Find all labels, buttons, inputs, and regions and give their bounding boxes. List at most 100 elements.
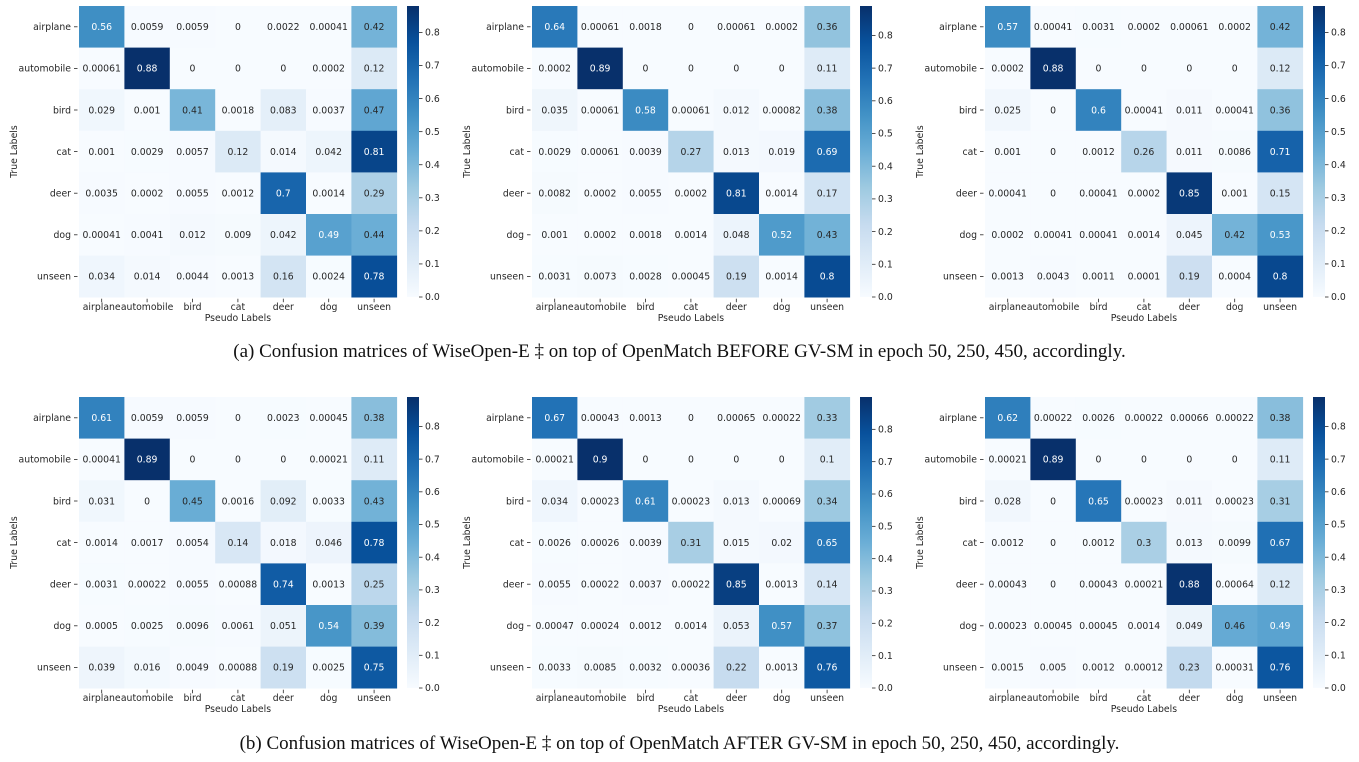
heatmap-cell bbox=[169, 255, 216, 298]
cell-value-label: 0.49 bbox=[318, 230, 339, 241]
cell-value-label: 0.11 bbox=[364, 455, 385, 466]
cell-value-label: 0.0004 bbox=[1218, 272, 1251, 283]
heatmap-cell bbox=[804, 255, 851, 298]
heatmap-cell bbox=[622, 172, 669, 215]
heatmap-cell bbox=[713, 646, 760, 689]
cell-value-label: 0.00064 bbox=[1215, 580, 1254, 591]
heatmap-cell bbox=[1166, 130, 1213, 173]
heatmap-cell bbox=[1212, 172, 1258, 215]
cell-value-label: 0.0014 bbox=[1128, 230, 1161, 241]
cell-value-label: 0.00041 bbox=[82, 455, 121, 466]
cell-value-label: 0.0025 bbox=[131, 621, 164, 632]
x-tick-label: airplane bbox=[536, 693, 574, 704]
cell-value-label: 0.00082 bbox=[762, 105, 800, 116]
x-tick-label: dog bbox=[320, 302, 338, 313]
heatmap-cell bbox=[351, 397, 398, 439]
cell-value-label: 0.00061 bbox=[581, 147, 620, 158]
heatmap-cell bbox=[577, 397, 624, 439]
cell-value-label: 0.64 bbox=[544, 22, 565, 33]
cell-value-label: 0 bbox=[688, 455, 694, 466]
cell-value-label: 0.00026 bbox=[581, 538, 620, 549]
heatmap-cell bbox=[622, 646, 669, 689]
cell-value-label: 0.00022 bbox=[1125, 413, 1163, 424]
x-tick-label: unseen bbox=[810, 302, 844, 313]
cell-value-label: 0.0002 bbox=[584, 230, 617, 241]
heatmap-cell bbox=[985, 6, 1031, 48]
heatmap-cell bbox=[759, 6, 805, 48]
x-tick-label: airplane bbox=[536, 302, 574, 313]
cell-value-label: 0.012 bbox=[179, 230, 206, 241]
colorbar-tick-label: 0.0 bbox=[425, 292, 440, 303]
x-tick-label: automobile bbox=[1027, 302, 1080, 313]
colorbar-tick-label: 0.7 bbox=[878, 63, 893, 74]
heatmap-cell bbox=[1030, 605, 1077, 647]
x-tick-label: cat bbox=[1137, 302, 1152, 313]
heatmap-cell bbox=[759, 397, 805, 439]
heatmap-cell bbox=[713, 605, 760, 647]
colorbar-tick-label: 0.5 bbox=[1331, 520, 1346, 531]
y-tick-label: dog bbox=[960, 621, 978, 632]
heatmap-cell bbox=[713, 563, 760, 606]
cell-value-label: 0.38 bbox=[1270, 413, 1291, 424]
cell-value-label: 0.00066 bbox=[1170, 413, 1209, 424]
cell-value-label: 0.8 bbox=[1273, 272, 1288, 283]
cell-value-label: 0.56 bbox=[91, 22, 112, 33]
heatmap-cell bbox=[306, 646, 352, 689]
cell-value-label: 0.0018 bbox=[629, 22, 662, 33]
y-tick-label: automobile bbox=[925, 455, 978, 466]
heatmap-cell bbox=[985, 255, 1031, 298]
cell-value-label: 0.00088 bbox=[219, 580, 258, 591]
heatmap-cell bbox=[260, 521, 307, 564]
x-tick-label: unseen bbox=[1263, 302, 1297, 313]
cell-value-label: 0.0014 bbox=[675, 230, 708, 241]
heatmap-cell bbox=[1257, 397, 1304, 439]
cell-value-label: 0.00021 bbox=[535, 455, 574, 466]
cell-value-label: 0.27 bbox=[681, 147, 702, 158]
colorbar-tick-label: 0.4 bbox=[425, 552, 440, 563]
cell-value-label: 0.6 bbox=[1091, 105, 1106, 116]
heatmap-cell bbox=[622, 47, 669, 90]
cell-value-label: 0.00024 bbox=[581, 621, 620, 632]
heatmap-cell bbox=[713, 397, 760, 439]
cell-value-label: 0.0002 bbox=[584, 189, 617, 200]
caption-a: (a) Confusion matrices of WiseOpen-E ‡ o… bbox=[233, 341, 1126, 362]
heatmap-cell bbox=[1257, 563, 1304, 606]
cell-value-label: 0.0059 bbox=[131, 413, 164, 424]
y-tick-label: unseen bbox=[490, 272, 524, 283]
cell-value-label: 0.89 bbox=[137, 455, 158, 466]
heatmap-cell bbox=[759, 47, 805, 90]
cell-value-label: 0.00041 bbox=[309, 22, 348, 33]
heatmap-cell bbox=[668, 646, 714, 689]
heatmap-cell bbox=[532, 47, 578, 90]
heatmap-cell bbox=[1075, 214, 1122, 256]
heatmap-cell bbox=[804, 397, 851, 439]
heatmap-cell bbox=[1212, 480, 1258, 523]
cell-value-label: 0.0012 bbox=[991, 538, 1024, 549]
colorbar-tick-label: 0.2 bbox=[1331, 226, 1346, 237]
heatmap-cell bbox=[351, 438, 398, 481]
x-tick-label: bird bbox=[183, 302, 201, 313]
y-axis-label: True Labels bbox=[462, 516, 473, 570]
cell-value-label: 0.0012 bbox=[1082, 147, 1115, 158]
heatmap-cell bbox=[577, 214, 624, 256]
heatmap-cell bbox=[1212, 130, 1258, 173]
x-tick-label: dog bbox=[773, 693, 791, 704]
heatmap-cell bbox=[351, 255, 398, 298]
heatmap-cell bbox=[124, 214, 171, 256]
colorbar-tick-label: 0.4 bbox=[1331, 552, 1346, 563]
heatmap-cell bbox=[577, 47, 624, 90]
cell-value-label: 0.0029 bbox=[131, 147, 164, 158]
heatmap-cell bbox=[124, 563, 171, 606]
heatmap-cell bbox=[713, 172, 760, 215]
heatmap-cell bbox=[215, 255, 261, 298]
heatmap-cell bbox=[260, 605, 307, 647]
cell-value-label: 0.0023 bbox=[267, 413, 300, 424]
heatmap-cell bbox=[1075, 89, 1122, 132]
colorbar-tick-label: 0.8 bbox=[425, 422, 440, 433]
heatmap-cell bbox=[306, 605, 352, 647]
cell-value-label: 0.37 bbox=[817, 621, 838, 632]
cell-value-label: 0.00043 bbox=[581, 413, 620, 424]
cell-value-label: 0.031 bbox=[88, 496, 115, 507]
cell-value-label: 0.0016 bbox=[222, 496, 255, 507]
colorbar-tick-label: 0.7 bbox=[1331, 454, 1346, 465]
